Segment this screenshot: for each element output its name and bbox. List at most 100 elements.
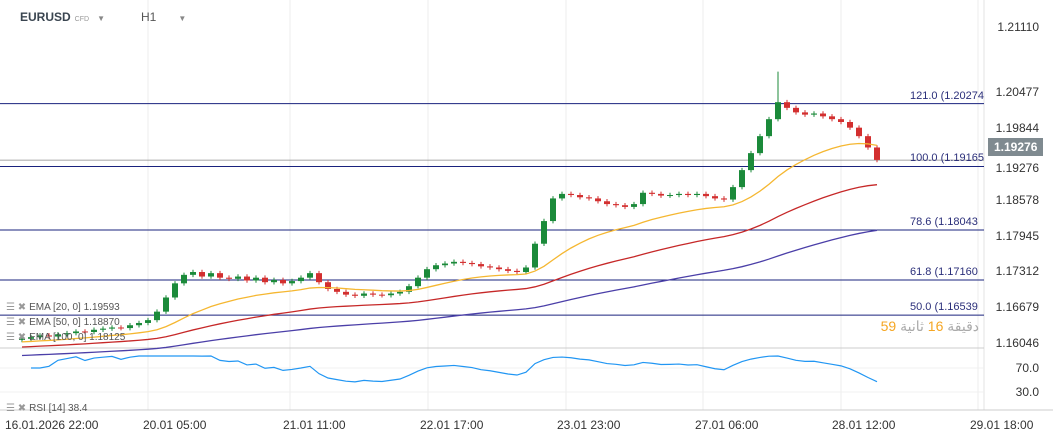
candle-body (433, 265, 439, 270)
time-tick: 22.01 17:00 (420, 418, 484, 432)
candle-body (19, 338, 25, 340)
candle-body (766, 119, 772, 137)
price-tick: 1.19276 (995, 161, 1039, 176)
candle-body (442, 263, 448, 266)
candle-body (334, 288, 340, 292)
candle-body (559, 193, 565, 199)
legend-rsi[interactable]: ☰ ✖ RSI [14] 38.4 (6, 403, 88, 415)
candle-body (352, 294, 358, 296)
menu-icon[interactable]: ☰ ✖ (6, 302, 27, 313)
candle-body (577, 195, 583, 198)
timeframe-selector[interactable]: H1 ▼ (141, 10, 186, 24)
chevron-down-icon: ▼ (97, 14, 105, 23)
candle-body (523, 267, 529, 273)
candle-body (415, 277, 421, 287)
menu-icon[interactable]: ☰ ✖ (6, 332, 27, 343)
candle-body (496, 267, 502, 270)
candle-body (478, 264, 484, 267)
candle-body (649, 192, 655, 194)
legend-ema-50[interactable]: ☰ ✖ EMA [50, 0] 1.18870 (6, 317, 120, 329)
candle-body (199, 272, 205, 277)
price-tick: 1.16046 (995, 336, 1039, 350)
ema-line-50 (21, 184, 878, 348)
price-tick: 1.16679 (995, 300, 1039, 315)
candle-body (46, 335, 52, 337)
candle-body (469, 262, 475, 265)
candle-body (361, 293, 367, 296)
candle-body (424, 269, 430, 278)
menu-icon[interactable]: ☰ ✖ (6, 403, 27, 414)
candle-body (460, 261, 466, 263)
candle-body (73, 331, 79, 334)
candle-body (829, 116, 835, 120)
candle-body (118, 327, 124, 329)
candle-body (622, 205, 628, 207)
candle-body (37, 335, 43, 338)
candle-body (721, 198, 727, 200)
candle-body (172, 283, 178, 298)
candle-body (289, 281, 295, 284)
menu-icon[interactable]: ☰ ✖ (6, 317, 27, 328)
price-tick: 1.21110 (997, 20, 1039, 34)
candle-body (586, 197, 592, 199)
candle-body (397, 291, 403, 294)
ema-line-20 (21, 142, 878, 343)
candle-body (847, 121, 853, 128)
legend-ema-20[interactable]: ☰ ✖ EMA [20, 0] 1.19593 (6, 302, 120, 314)
candle-body (613, 204, 619, 206)
timeframe-label: H1 (141, 10, 157, 24)
candle-body (658, 193, 664, 196)
candle-body (145, 320, 151, 323)
candle-body (820, 113, 826, 117)
time-tick: 29.01 18:00 (970, 418, 1034, 432)
candle-body (226, 277, 232, 279)
legend-label: EMA [50, 0] 1.18870 (29, 317, 120, 328)
candle-body (784, 102, 790, 108)
candle-body (262, 277, 268, 283)
candle-body (865, 136, 871, 148)
ema-line-100 (21, 229, 878, 357)
candle-body (208, 273, 214, 277)
fibonacci-level-label: 61.8 (1.17160 (910, 265, 978, 278)
candle-body (541, 221, 547, 244)
candle-body (388, 293, 394, 296)
candle-body (505, 269, 511, 271)
candle-body (694, 193, 700, 196)
time-tick: 20.01 05:00 (143, 418, 207, 432)
candle-body (82, 331, 88, 333)
legend-ema-100[interactable]: ☰ ✖ EMA [100, 0] 1.18125 (6, 332, 125, 344)
candle-body (703, 193, 709, 197)
time-tick: 28.01 12:00 (832, 418, 896, 432)
candle-body (487, 266, 493, 268)
time-tick: 23.01 23:00 (557, 418, 621, 432)
candle-body (181, 274, 187, 284)
candle-body (604, 201, 610, 205)
candle-countdown: دقيقة 16 ثانية 59 (880, 318, 979, 334)
price-tick: 1.20477 (995, 85, 1039, 100)
candle-body (154, 311, 160, 321)
rsi-level-70: 70.0 (1015, 361, 1039, 375)
candle-body (55, 334, 61, 337)
candle-body (595, 198, 601, 202)
price-tick: 1.18578 (995, 192, 1039, 207)
candle-body (802, 112, 808, 115)
candle-body (91, 329, 97, 333)
time-tick: 21.01 11:00 (283, 418, 346, 432)
candle-body (568, 193, 574, 196)
candle-body (838, 119, 844, 122)
symbol-name: EURUSD (20, 10, 71, 24)
candle-body (28, 337, 34, 339)
chevron-down-icon: ▼ (178, 14, 187, 23)
fibonacci-level-label: 50.0 (1.16539 (910, 301, 978, 314)
candle-body (739, 170, 745, 188)
candle-body (874, 147, 880, 160)
candle-body (685, 193, 691, 196)
price-tick: 1.17945 (995, 228, 1039, 243)
symbol-selector[interactable]: EURUSD CFD ▼ (20, 10, 105, 24)
candle-body (550, 198, 556, 222)
candle-body (640, 192, 646, 205)
candle-body (775, 102, 781, 120)
legend-label: EMA [20, 0] 1.19593 (29, 302, 120, 313)
price-tick: 1.17312 (995, 264, 1039, 279)
